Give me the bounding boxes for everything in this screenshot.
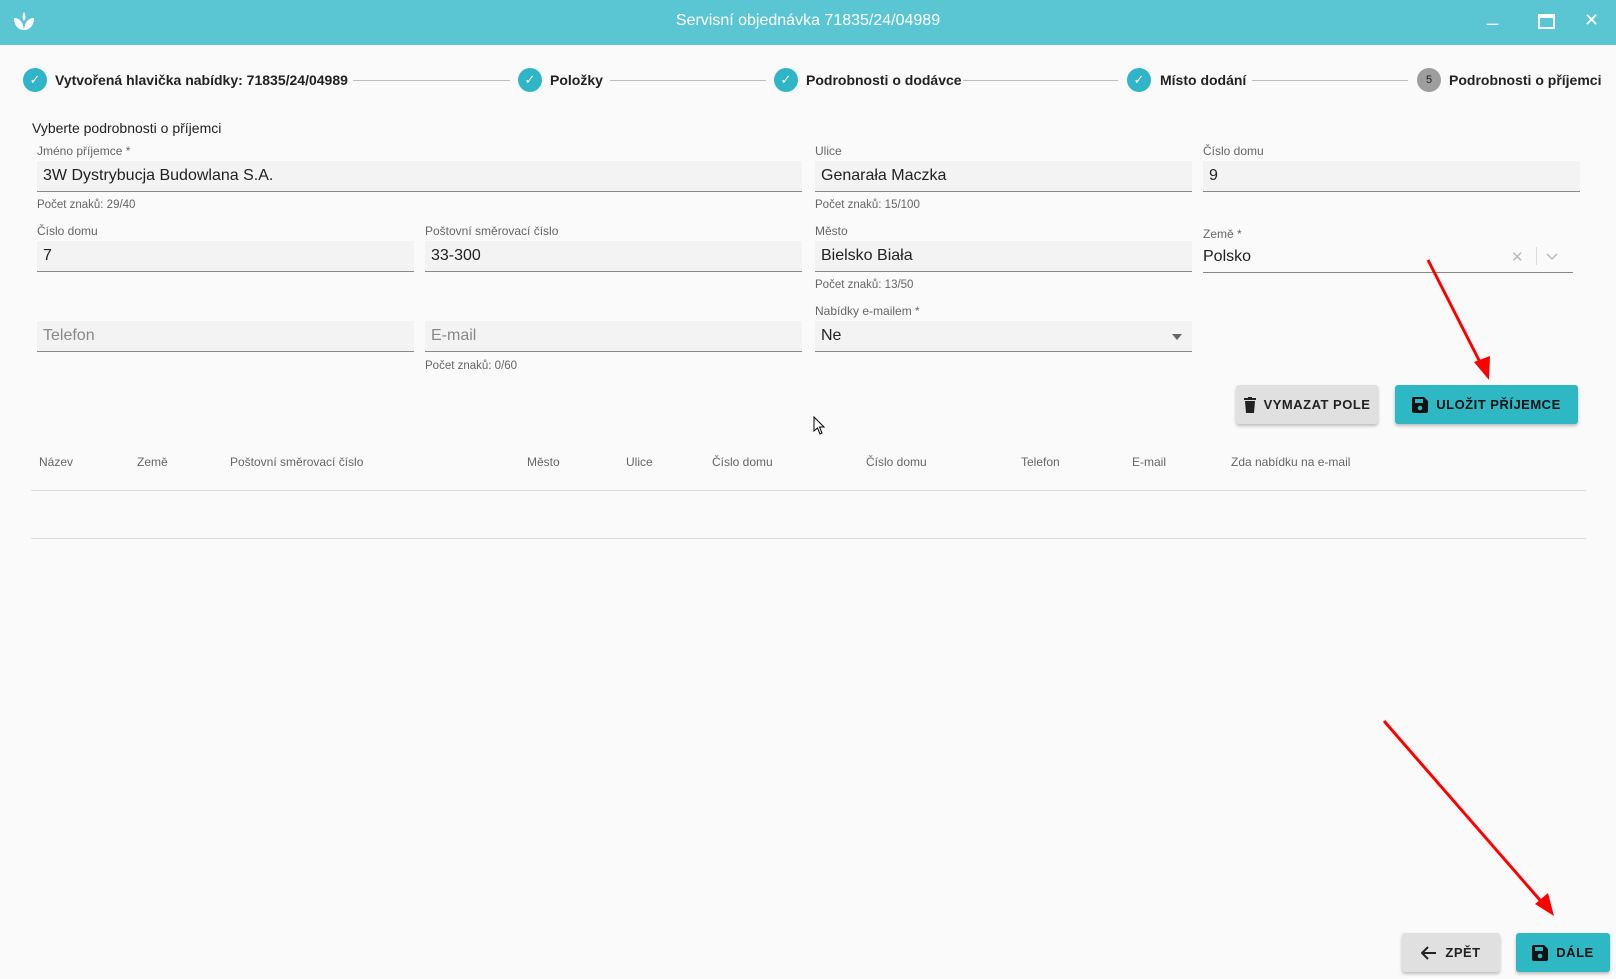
column-header[interactable]: Číslo domu [712, 455, 773, 469]
country-value: Polsko [1203, 248, 1252, 265]
house-number-input[interactable] [1203, 161, 1580, 192]
postal-code-input[interactable] [425, 241, 802, 272]
check-icon: ✓ [23, 68, 47, 92]
step-connector [353, 80, 510, 81]
save-recipient-button[interactable]: ULOŽIT PŘÍJEMCE [1395, 385, 1578, 424]
column-header[interactable]: Zda nabídku na e-mail [1231, 455, 1351, 469]
window-title: Servisní objednávka 71835/24/04989 [675, 12, 941, 29]
step-5-label[interactable]: Podrobnosti o příjemci [1449, 72, 1602, 88]
recipient-name-input[interactable] [37, 161, 802, 192]
column-header[interactable]: E-mail [1132, 455, 1167, 469]
step-connector [1252, 80, 1408, 81]
recipient-name-label: Jméno příjemce * [37, 144, 131, 158]
step-3-label[interactable]: Podrobnosti o dodávce [806, 72, 962, 88]
clear-icon[interactable]: ✕ [1511, 249, 1524, 266]
step-2-label[interactable]: Položky [550, 72, 603, 88]
column-header[interactable]: Číslo domu [866, 455, 927, 469]
email-offers-value: Ne [821, 327, 842, 344]
column-header[interactable]: Telefon [1021, 455, 1060, 469]
column-header[interactable]: Poštovní směrovací číslo [230, 455, 364, 469]
minimize-button[interactable]: _ [1487, 4, 1499, 26]
dropdown-arrow-icon [1172, 334, 1182, 340]
check-icon: ✓ [1127, 68, 1151, 92]
house-number-label: Číslo domu [1203, 144, 1264, 158]
save-icon [1412, 396, 1429, 413]
next-button[interactable]: DÁLE [1516, 933, 1610, 972]
house-number-label: Číslo domu [37, 224, 98, 238]
title-bar: Servisní objednávka 71835/24/04989 _ ✕ [0, 0, 1616, 45]
clear-fields-label: VYMAZAT POLE [1263, 397, 1371, 412]
email-counter: Počet znaků: 0/60 [425, 360, 518, 372]
table-header-divider [31, 490, 1586, 491]
back-button[interactable]: ZPĚT [1402, 933, 1500, 972]
save-recipient-label: ULOŽIT PŘÍJEMCE [1436, 397, 1561, 412]
column-header[interactable]: Město [527, 455, 560, 469]
separator [1536, 247, 1537, 265]
column-header[interactable]: Země [137, 455, 168, 469]
city-input[interactable] [815, 241, 1192, 272]
city-counter: Počet znaků: 13/50 [815, 279, 914, 291]
step-1-label[interactable]: Vytvořená hlavička nabídky: 71835/24/049… [55, 72, 348, 88]
postal-code-label: Poštovní směrovací číslo [425, 224, 559, 238]
mouse-cursor-icon [813, 416, 826, 435]
save-icon [1532, 944, 1549, 961]
table-bottom-divider [31, 538, 1586, 539]
form-heading: Vyberte podrobnosti o příjemci [32, 120, 222, 136]
clear-fields-button[interactable]: VYMAZAT POLE [1236, 385, 1378, 424]
street-counter: Počet znaků: 15/100 [815, 199, 920, 211]
country-select[interactable]: Polsko ✕ [1203, 244, 1573, 273]
chevron-down-icon[interactable] [1546, 253, 1558, 261]
phone-input[interactable] [37, 321, 414, 352]
column-header[interactable]: Ulice [626, 455, 653, 469]
step-5-number: 5 [1417, 68, 1441, 92]
city-label: Město [815, 224, 848, 238]
house-number-input-2[interactable] [37, 241, 414, 272]
step-connector [610, 80, 766, 81]
app-logo-icon [14, 12, 34, 30]
check-icon: ✓ [518, 68, 542, 92]
street-input[interactable] [815, 161, 1192, 192]
next-label: DÁLE [1556, 945, 1594, 960]
country-label: Země * [1203, 227, 1242, 241]
email-offers-select[interactable]: Ne [815, 321, 1192, 352]
arrow-left-icon [1421, 945, 1437, 960]
recipient-name-counter: Počet znaků: 29/40 [37, 199, 136, 211]
step-connector [963, 80, 1118, 81]
maximize-button[interactable] [1538, 14, 1555, 29]
check-icon: ✓ [774, 68, 798, 92]
email-input[interactable] [425, 321, 802, 352]
trash-icon [1243, 396, 1256, 413]
street-label: Ulice [815, 144, 842, 158]
email-offers-label: Nabídky e-mailem * [815, 304, 920, 318]
step-4-label[interactable]: Místo dodání [1160, 72, 1247, 88]
column-header[interactable]: Název [39, 455, 74, 469]
close-button[interactable]: ✕ [1584, 10, 1600, 30]
red-arrow-icon [1382, 720, 1554, 916]
back-label: ZPĚT [1445, 945, 1481, 960]
red-arrow-icon [1426, 259, 1490, 380]
